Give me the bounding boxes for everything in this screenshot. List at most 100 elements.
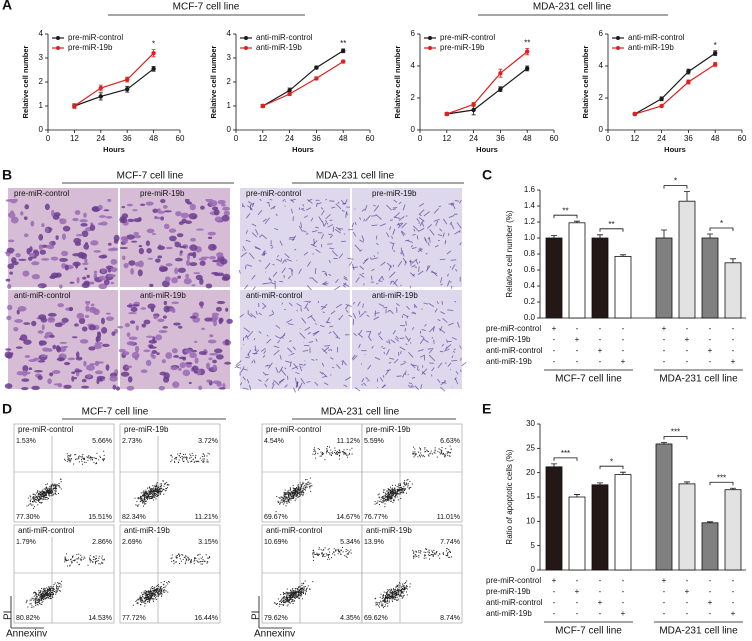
event — [375, 601, 377, 603]
event — [446, 451, 448, 453]
event — [34, 499, 36, 501]
event — [395, 588, 397, 590]
cell — [388, 361, 392, 364]
cell — [371, 257, 378, 260]
event — [59, 486, 61, 488]
cell — [98, 283, 108, 290]
event — [287, 493, 289, 495]
event — [397, 493, 399, 495]
cell — [130, 320, 136, 324]
event — [190, 461, 192, 463]
event — [152, 485, 154, 487]
event — [149, 593, 151, 595]
x-tick-label: 12 — [70, 134, 79, 143]
cell — [276, 258, 282, 263]
event — [283, 493, 285, 495]
event — [287, 498, 289, 500]
event — [89, 561, 91, 563]
event — [288, 493, 290, 495]
event — [302, 483, 304, 485]
cell — [156, 352, 160, 356]
event — [53, 493, 55, 495]
cell — [288, 267, 293, 270]
event — [387, 492, 389, 494]
event — [385, 493, 387, 495]
event — [52, 494, 54, 496]
event — [281, 597, 283, 599]
event — [142, 491, 144, 493]
cell — [440, 380, 447, 386]
cell — [216, 300, 226, 305]
event — [284, 493, 286, 495]
cell — [458, 199, 462, 204]
cell — [157, 210, 166, 214]
event — [335, 549, 337, 551]
event — [153, 591, 155, 593]
event — [48, 495, 50, 497]
event — [186, 558, 188, 560]
cell — [405, 343, 408, 346]
event — [285, 497, 287, 499]
event — [297, 590, 299, 592]
event — [161, 593, 163, 595]
event — [288, 601, 290, 603]
condition-mark: - — [732, 346, 735, 355]
event — [291, 498, 293, 500]
cell — [191, 349, 198, 353]
cell — [244, 335, 247, 339]
cell — [402, 257, 407, 264]
label-bg — [8, 188, 118, 199]
condition-mark: - — [622, 598, 625, 607]
event — [287, 500, 289, 502]
event — [35, 605, 37, 607]
event — [293, 494, 295, 496]
event — [297, 491, 299, 493]
bar — [614, 474, 632, 571]
event — [153, 496, 155, 498]
cell — [146, 228, 155, 234]
event — [147, 594, 149, 596]
cell — [413, 228, 416, 232]
cell — [209, 255, 216, 260]
cell — [50, 272, 59, 279]
event — [300, 592, 302, 594]
quadrant-value: 16.44% — [194, 615, 218, 622]
event — [140, 498, 142, 500]
cell — [300, 222, 303, 228]
event — [153, 494, 155, 496]
event — [52, 596, 54, 598]
cell — [314, 323, 317, 325]
event — [158, 490, 160, 492]
cell — [127, 376, 133, 383]
event — [277, 598, 279, 600]
event — [48, 595, 50, 597]
event — [146, 591, 148, 593]
cell — [77, 251, 85, 259]
error-bar — [620, 471, 626, 475]
event — [393, 491, 395, 493]
event — [439, 453, 441, 455]
event — [150, 593, 152, 595]
cell — [51, 209, 55, 217]
event — [395, 586, 397, 588]
cell — [191, 284, 196, 287]
legend-marker — [428, 46, 432, 50]
event — [43, 587, 45, 589]
cell — [15, 346, 23, 349]
flow-plot — [261, 524, 363, 624]
cell — [391, 235, 393, 239]
event — [347, 454, 349, 456]
cell — [415, 260, 419, 265]
flow-plot — [13, 524, 115, 624]
event — [146, 593, 148, 595]
event — [143, 495, 145, 497]
cell — [163, 300, 168, 306]
event — [391, 591, 393, 593]
cell — [145, 335, 154, 338]
event — [287, 601, 289, 603]
cell — [175, 211, 182, 217]
event — [56, 488, 58, 490]
event — [58, 583, 60, 585]
y-axis-label: Relative cell number — [581, 45, 590, 118]
x-tick-label: 12 — [258, 134, 267, 143]
